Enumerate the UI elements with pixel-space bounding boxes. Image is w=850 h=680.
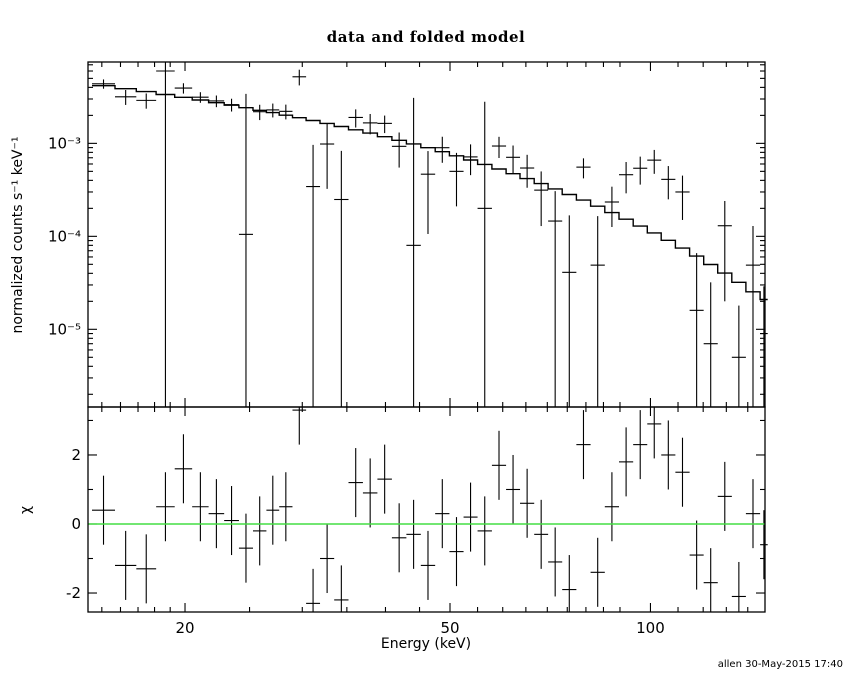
y-tick-label: -2 [66, 584, 81, 602]
y-tick-label: 0 [71, 515, 81, 533]
bottom-panel-frame [87, 406, 766, 613]
plot-title: data and folded model [327, 28, 525, 46]
y-tick-label: 10⁻³ [48, 134, 81, 152]
y-axis-label-bottom: χ [18, 506, 34, 514]
x-tick-label: 20 [175, 619, 194, 637]
model-step-line [92, 85, 768, 301]
top-panel-frame [87, 61, 766, 408]
x-tick-label: 50 [440, 619, 459, 637]
timestamp: allen 30-May-2015 17:40 [718, 659, 843, 670]
y-tick-label: 10⁻⁴ [48, 227, 81, 245]
plot-content: 20 50 100 10⁻⁵ 10⁻⁴ 10⁻³ -2 0 2 [48, 61, 768, 637]
x-axis-label: Energy (keV) [381, 636, 471, 652]
y-axis-label-top: normalized counts s⁻¹ keV⁻¹ [10, 136, 26, 333]
y-tick-label: 10⁻⁵ [48, 320, 81, 338]
y-tick-label: 2 [71, 446, 81, 464]
x-tick-label: 100 [636, 619, 665, 637]
